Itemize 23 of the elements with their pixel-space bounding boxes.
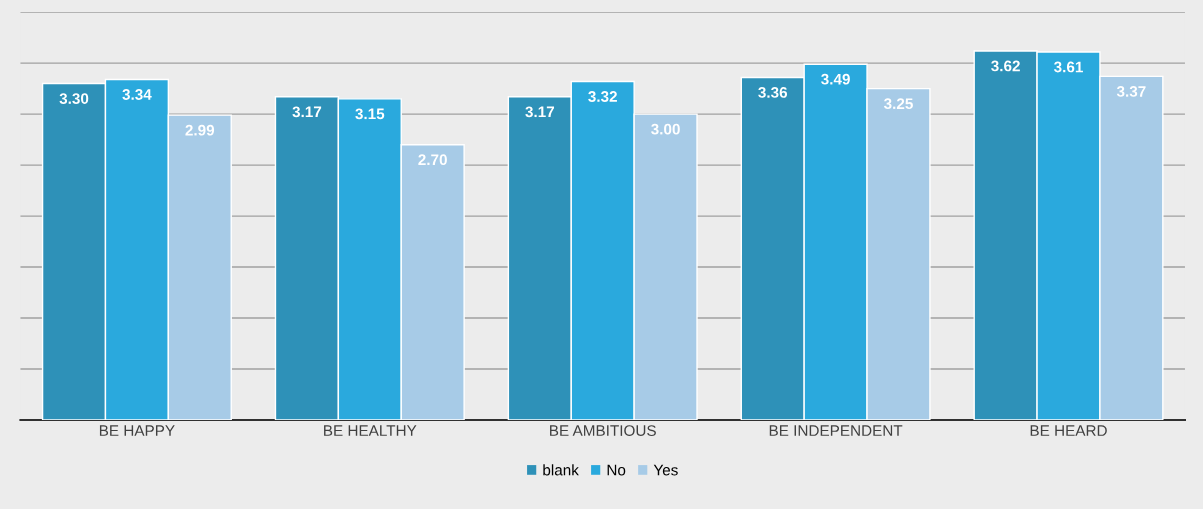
data-label: 3.37 <box>1116 86 1146 97</box>
legend-label: Yes <box>653 464 678 476</box>
data-label: 3.30 <box>59 93 89 104</box>
data-label: 3.62 <box>991 60 1020 72</box>
data-label: 3.00 <box>651 123 680 135</box>
data-label: 3.32 <box>588 91 617 102</box>
data-label: 3.25 <box>883 98 913 110</box>
data-label: 3.49 <box>821 73 850 85</box>
legend-label: blank <box>543 464 579 476</box>
x-tick-label: BE HEARD <box>1030 425 1107 436</box>
data-label: 3.17 <box>525 106 555 118</box>
data-label: 3.61 <box>1053 61 1083 73</box>
data-label: 3.36 <box>758 87 788 98</box>
data-label: 3.15 <box>355 108 385 120</box>
data-label: 2.99 <box>185 124 215 136</box>
x-tick-label: BE AMBITIOUS <box>550 425 656 437</box>
x-tick-label: BE HAPPY <box>99 425 175 436</box>
data-label: 3.34 <box>122 89 152 100</box>
data-label: 3.17 <box>292 106 322 118</box>
legend-label: No <box>607 464 626 476</box>
x-tick-label: BE INDEPENDENT <box>769 425 903 436</box>
data-label: 2.70 <box>418 154 447 166</box>
x-tick-label: BE HEALTHY <box>324 425 417 436</box>
